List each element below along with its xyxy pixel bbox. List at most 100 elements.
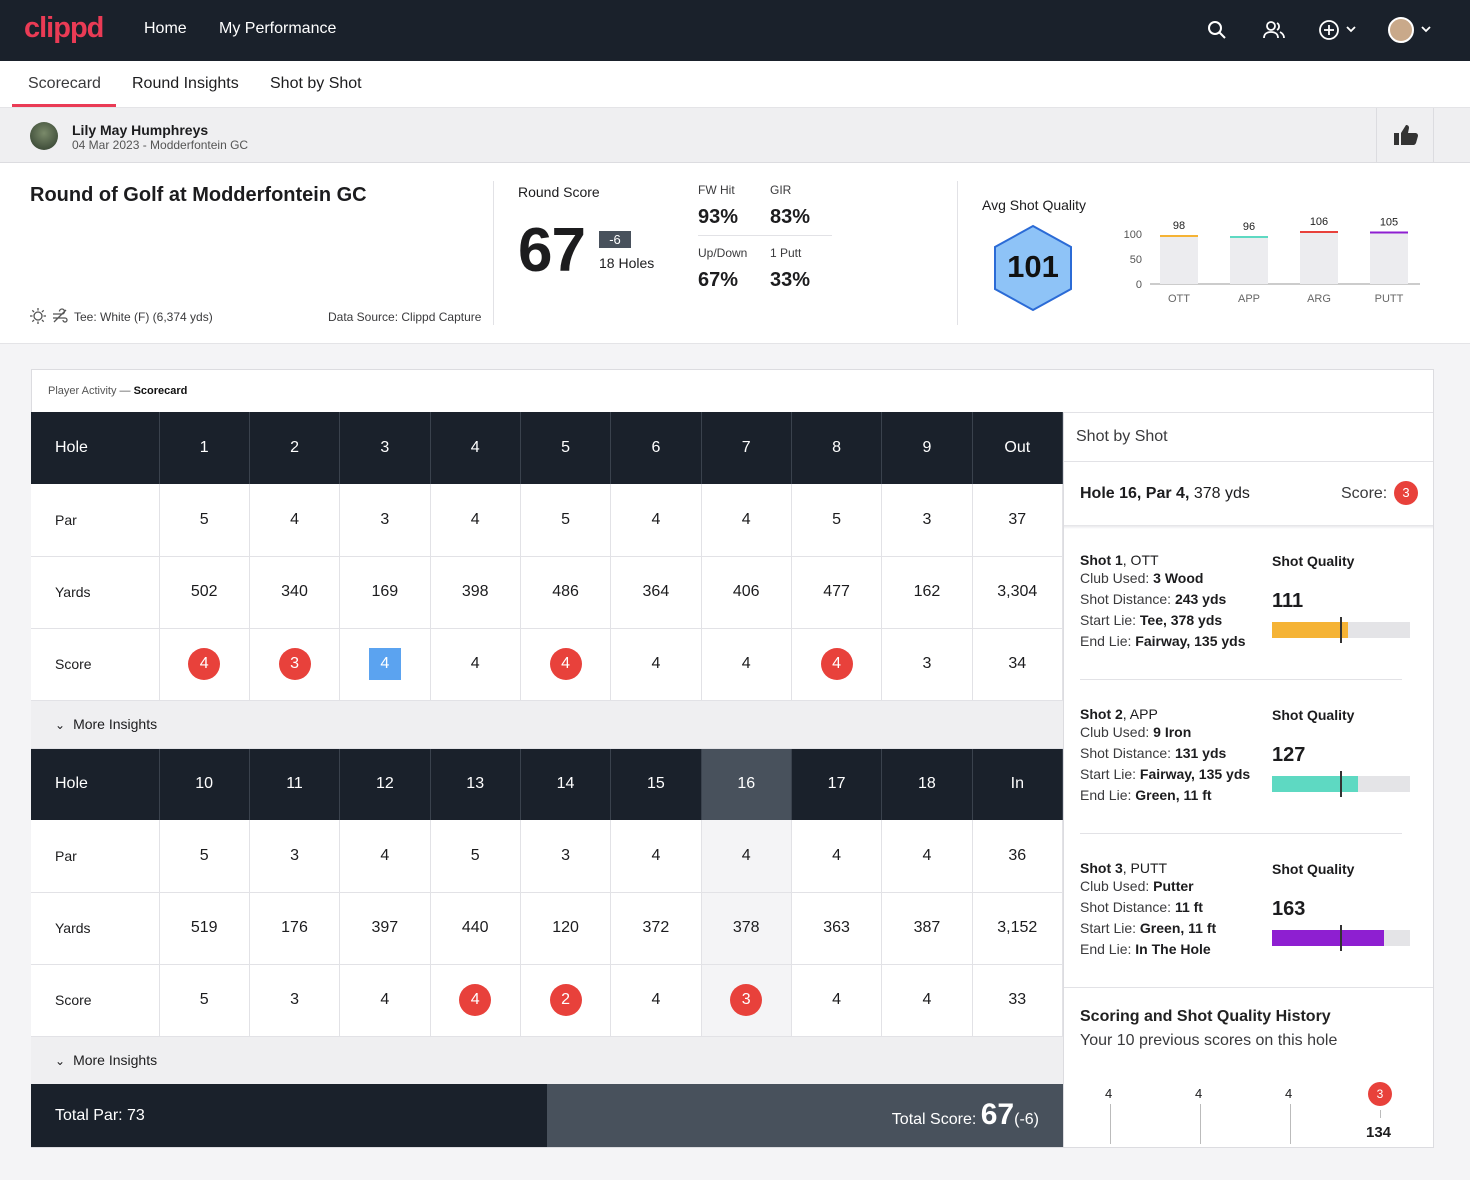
hole-number-cell[interactable]: 4 [430,412,521,484]
shot-by-shot-panel: Shot by Shot Hole 16, Par 4, 378 yds Sco… [1063,412,1433,1147]
search-icon[interactable] [1207,20,1227,40]
people-icon[interactable] [1262,20,1286,40]
hole-score-label: Score: [1341,485,1388,502]
shot-title: Shot 1, OTT [1080,552,1420,568]
field-label: Club Used: [1080,570,1154,586]
hole-number-cell[interactable]: 2 [249,412,341,484]
hole-number-cell[interactable]: 13 [430,748,521,820]
field-label: Shot Distance: [1080,899,1175,915]
par-cell: 4 [610,484,702,557]
stat-label: Up/Down [698,246,748,260]
par-cell: 4 [339,820,431,893]
total-par-bar: Total Par: 73 [31,1084,547,1147]
more-insights-label[interactable]: More Insights [73,1052,158,1068]
tab-shot-by-shot[interactable]: Shot by Shot [270,75,362,92]
par-cell: 4 [791,820,883,893]
stat-label: GIR [770,183,792,197]
hole-number-cell[interactable]: 1 [159,412,250,484]
tab-scorecard[interactable]: Scorecard [28,75,101,92]
more-insights-row[interactable]: ⌄ More Insights [31,700,1063,749]
end-lie: End Lie: Fairway, 135 yds [1080,631,1420,652]
divider [493,181,494,325]
end-lie: End Lie: Green, 11 ft [1080,785,1420,806]
field-label: Start Lie: [1080,766,1140,782]
chevron-down-icon[interactable] [1421,26,1431,34]
end-lie: End Lie: In The Hole [1080,939,1420,960]
yards-cell: 162 [881,556,973,629]
shot-quality-fill [1272,776,1358,792]
score-cell: 3 [249,964,341,1037]
shot-detail[interactable]: Shot 2, APP Club Used: 9 Iron Shot Distanc… [1080,706,1420,846]
history-tick [1380,1110,1381,1118]
field-value: Green, 11 ft [1139,920,1217,936]
hole-number-cell[interactable]: 5 [520,412,612,484]
hole-number-cell[interactable]: 18 [881,748,973,820]
birdie-badge: 3 [278,648,311,680]
user-avatar[interactable] [1388,17,1414,43]
score-cell: 4 [881,964,973,1037]
shot-number: Shot 2 [1080,706,1123,722]
shot-number: Shot 1 [1080,552,1123,568]
round-score-label: Round Score [518,184,600,200]
hole-number-cell[interactable]: 3 [339,412,431,484]
shot-quality-fill [1272,930,1384,946]
field-value: Fairway, 135 yds [1139,766,1251,782]
yards-cell: 372 [610,892,702,965]
bar [1370,231,1408,284]
holes-row-label: Hole [31,412,160,484]
history-quality-value: 134 [1366,1124,1392,1141]
hole-score-badge: 3 [1394,481,1418,505]
yards-cell: 364 [610,556,702,629]
y-tick-label: 0 [1136,279,1142,291]
hole-number-cell[interactable]: 14 [520,748,612,820]
category-label: OTT [1168,293,1190,305]
par-cell: 3 [249,820,341,893]
player-avatar [30,122,58,150]
field-label: End Lie: [1080,787,1136,803]
yards-cell: 3,304 [972,556,1064,629]
breadcrumb-parent[interactable]: Player Activity — [48,385,134,397]
hole-number-cell[interactable]: 16 [701,748,792,820]
hole-number-cell[interactable]: 7 [701,412,792,484]
par-cell: 5 [791,484,883,557]
par-cell: 3 [520,820,612,893]
add-circle-icon[interactable] [1318,19,1340,41]
shot-detail[interactable]: Shot 3, PUTT Club Used: Putter Shot Distan… [1080,860,1420,1000]
thumbs-up-icon [1394,125,1418,145]
shot-detail[interactable]: Shot 1, OTT Club Used: 3 Wood Shot Distanc… [1080,552,1420,692]
history-score: 4 [1195,1086,1203,1101]
score-cell: 4 [430,628,521,701]
more-insights-label[interactable]: More Insights [73,716,158,732]
yards-row-label: Yards [31,892,160,965]
birdie-badge: 4 [820,648,853,680]
field-label: Club Used: [1080,878,1154,894]
birdie-badge: 4 [459,984,492,1016]
field-label: Start Lie: [1080,920,1140,936]
like-button[interactable] [1376,108,1434,162]
bar-cap [1230,236,1268,238]
clippd-logo[interactable]: clippd [24,12,104,44]
avg-quality-label: Avg Shot Quality [982,197,1087,213]
score-row: Score 4 3 4 4 4 4 4 4 3 34 [31,628,1064,701]
hole-number-cell[interactable]: 11 [249,748,341,820]
hole-info-yards: 378 yds [1189,485,1250,502]
hole-number-cell[interactable]: 15 [610,748,702,820]
chevron-down-icon[interactable] [1346,26,1356,34]
total-score-label: Total Score: [891,1111,977,1128]
yards-cell: 340 [249,556,341,629]
hole-number-cell[interactable]: 9 [881,412,973,484]
hole-number-cell[interactable]: 17 [791,748,883,820]
field-value: 131 yds [1174,745,1227,761]
hole-number-cell[interactable]: 6 [610,412,702,484]
nav-my-performance[interactable]: My Performance [219,20,337,37]
more-insights-row[interactable]: ⌄ More Insights [31,1036,1063,1085]
hole-number-cell: Out [972,412,1064,484]
field-label: End Lie: [1080,941,1136,957]
tab-round-insights[interactable]: Round Insights [132,75,239,92]
field-label: Club Used: [1080,724,1154,740]
nav-home[interactable]: Home [144,20,187,37]
par-cell: 36 [972,820,1064,893]
hole-number-cell[interactable]: 10 [159,748,250,820]
hole-number-cell[interactable]: 12 [339,748,431,820]
hole-number-cell[interactable]: 8 [791,412,883,484]
